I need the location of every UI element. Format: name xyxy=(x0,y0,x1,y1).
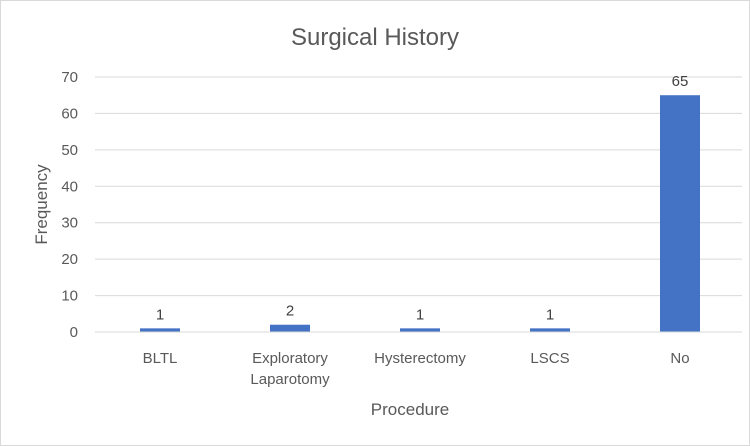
y-tick-label: 40 xyxy=(61,178,78,195)
data-label: 1 xyxy=(416,306,424,323)
y-axis-ticks: 0 10 20 30 40 50 60 70 xyxy=(61,69,78,341)
bar xyxy=(660,95,700,332)
data-label: 1 xyxy=(156,306,164,323)
x-axis-ticks: BLTL Exploratory Laparotomy Hysterectomy LSC… xyxy=(143,350,690,388)
y-tick-label: 60 xyxy=(61,105,78,122)
x-tick-label: LSCS xyxy=(530,350,569,367)
x-tick-label: BLTL xyxy=(143,350,178,367)
gridlines xyxy=(95,76,742,297)
bar xyxy=(400,328,440,332)
x-tick-label: Exploratory Laparotomy xyxy=(250,350,330,388)
y-tick-label: 10 xyxy=(61,288,78,305)
bar xyxy=(530,328,570,332)
y-tick-label: 0 xyxy=(70,324,78,341)
data-label: 1 xyxy=(546,306,554,323)
bars xyxy=(140,95,700,332)
bar xyxy=(270,324,310,332)
y-tick-label: 30 xyxy=(61,215,78,232)
data-labels: 1 2 1 1 65 xyxy=(156,73,689,323)
x-axis-title: Procedure xyxy=(371,400,449,419)
x-tick-label: Hysterectomy xyxy=(374,350,466,367)
bar xyxy=(140,328,180,332)
y-tick-label: 70 xyxy=(61,69,78,86)
data-label: 2 xyxy=(286,303,294,320)
data-label: 65 xyxy=(672,73,689,90)
y-tick-label: 50 xyxy=(61,142,78,159)
chart-title: Surgical History xyxy=(291,24,459,51)
x-tick-label: No xyxy=(670,350,689,367)
y-tick-label: 20 xyxy=(61,251,78,268)
y-axis-title: Frequency xyxy=(32,164,51,245)
